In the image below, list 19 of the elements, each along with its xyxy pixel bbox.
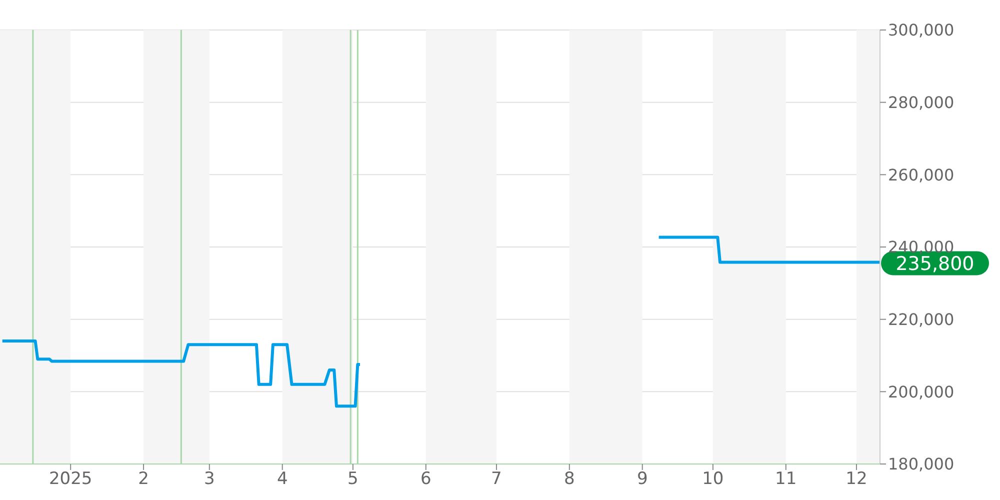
x-tick-label: 11 bbox=[775, 469, 797, 490]
x-tick-label: 4 bbox=[276, 469, 288, 490]
x-tick-label: 2 bbox=[138, 469, 149, 490]
x-tick-label: 9 bbox=[636, 469, 648, 490]
annotation: 235,800 bbox=[896, 253, 974, 276]
y-tick-label: 300,000 bbox=[888, 20, 954, 40]
y-tick-label: 220,000 bbox=[888, 310, 954, 330]
x-tick-label: 3 bbox=[204, 469, 215, 490]
x-tick-label: 6 bbox=[420, 469, 432, 490]
x-tick-label: 7 bbox=[491, 469, 502, 490]
x-tick-label: 8 bbox=[564, 469, 575, 490]
x-tick-label: 12 bbox=[846, 469, 868, 490]
x-tick-label: 10 bbox=[702, 469, 724, 490]
y-tick-label: 280,000 bbox=[888, 93, 954, 112]
y-tick-label: 260,000 bbox=[888, 165, 954, 184]
x-tick-label: 2025 bbox=[48, 469, 92, 490]
x-tick-label: 5 bbox=[348, 469, 358, 490]
y-tick-label: 200,000 bbox=[888, 382, 954, 402]
y-tick-label: 180,000 bbox=[888, 454, 954, 474]
